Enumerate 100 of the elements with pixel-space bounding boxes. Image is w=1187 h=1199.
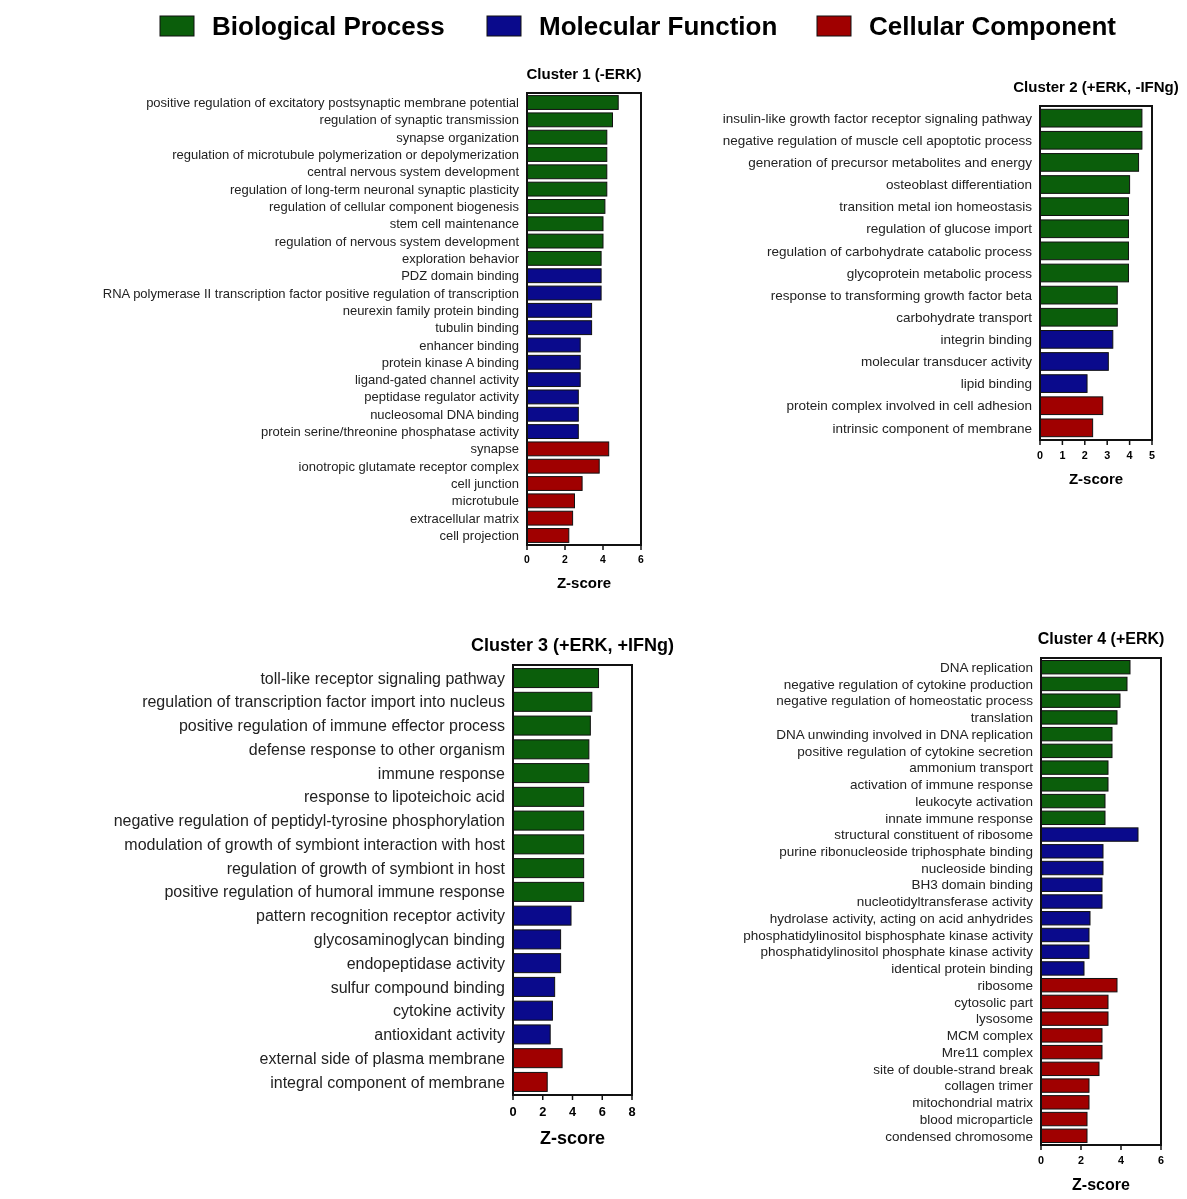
y-tick-label: synapse (470, 441, 519, 457)
x-tick-label: 0 (524, 554, 531, 566)
legend-label: Biological Process (212, 11, 445, 42)
y-tick-label: molecular transducer activity (860, 354, 1033, 370)
x-tick-label: 2 (1077, 1153, 1085, 1166)
y-tick-label: insulin-like growth factor receptor signaling pathway (722, 110, 1033, 126)
y-tick-label: negative regulation of muscle cell apoptotic process (722, 133, 1033, 149)
y-tick-label: endopeptidase activity (346, 954, 505, 972)
chart-title: Cluster 3 (+ERK, +IFNg) (470, 635, 675, 655)
y-tick-label: regulation of microtubule polymerization or depolymerization (172, 147, 519, 163)
y-tick-label: lipid binding (960, 376, 1032, 392)
y-tick-label: regulation of cellular component biogenesis (268, 198, 520, 214)
y-tick-label: negative regulation of homeostatic process (776, 693, 1034, 709)
y-tick-label: phosphatidylinositol bisphosphate kinase activity (743, 927, 1034, 943)
x-tick-label: 4 (600, 554, 607, 566)
chart-title: Cluster 2 (+ERK, -IFNg) (1013, 78, 1179, 95)
y-tick-label: negative regulation of cytokine production (783, 676, 1033, 692)
y-tick-label: leukocyte activation (915, 793, 1033, 809)
y-tick-label: regulation of nervous system development (274, 233, 520, 249)
y-tick-label: condensed chromosome (885, 1128, 1033, 1144)
y-tick-label: activation of immune response (849, 777, 1033, 793)
y-tick-label: positive regulation of cytokine secretion (797, 743, 1033, 759)
y-tick-label: site of double-strand break (873, 1061, 1034, 1077)
y-tick-label: regulation of carbohydrate catabolic process (767, 243, 1033, 259)
chart-title: Cluster 1 (-ERK) (526, 65, 642, 82)
y-tick-label: purine ribonucleoside triphosphate binding (779, 844, 1033, 860)
x-tick-label: 4 (1126, 448, 1133, 461)
y-tick-label: hydrolase activity, acting on acid anhydrides (769, 910, 1034, 926)
y-tick-label: protein serine/threonine phosphatase activity (261, 424, 520, 440)
y-tick-label: translation (970, 710, 1033, 726)
y-tick-label: neurexin family protein binding (342, 302, 519, 318)
y-tick-label: Mre11 complex (941, 1044, 1034, 1060)
x-tick-label: 0 (509, 1103, 517, 1119)
y-tick-label: microtubule (451, 493, 519, 509)
y-tick-label: BH3 domain binding (911, 877, 1033, 893)
y-tick-label: defense response to other organism (248, 740, 505, 758)
y-tick-label: toll-like receptor signaling pathway (260, 669, 505, 687)
y-tick-label: peptidase regulator activity (364, 389, 520, 405)
y-tick-label: PDZ domain binding (401, 268, 519, 284)
x-tick-label: 4 (1117, 1153, 1125, 1166)
y-tick-label: exploration behavior (401, 250, 520, 266)
y-tick-label: intrinsic component of membrane (832, 420, 1032, 436)
y-tick-label: structural constituent of ribosome (834, 827, 1033, 843)
y-tick-label: nucleoside binding (921, 860, 1033, 876)
y-tick-label: regulation of growth of symbiont in host (226, 859, 506, 877)
y-tick-label: central nervous system development (307, 164, 520, 180)
x-tick-label: 0 (1036, 448, 1044, 461)
y-tick-label: response to lipoteichoic acid (303, 788, 505, 806)
x-tick-label: 3 (1104, 448, 1111, 461)
y-tick-label: pattern recognition receptor activity (255, 907, 505, 925)
y-tick-label: positive regulation of humoral immune response (164, 883, 506, 901)
y-tick-label: stem cell maintenance (389, 216, 519, 232)
y-tick-label: identical protein binding (891, 961, 1033, 977)
y-tick-label: synapse organization (396, 129, 519, 145)
y-tick-label: collagen trimer (944, 1078, 1034, 1094)
x-tick-label: 1 (1059, 448, 1066, 461)
y-tick-label: cell projection (439, 528, 519, 544)
y-tick-label: mitochondrial matrix (912, 1095, 1034, 1111)
x-tick-label: 6 (1157, 1153, 1165, 1166)
y-tick-label: glycosaminoglycan binding (313, 930, 505, 948)
y-tick-label: nucleosomal DNA binding (370, 406, 519, 422)
y-tick-label: tubulin binding (435, 320, 519, 336)
y-tick-label: protein complex involved in cell adhesion (786, 398, 1032, 414)
y-tick-label: modulation of growth of symbiont interaction with host (124, 835, 506, 853)
legend-label: Molecular Function (539, 11, 778, 42)
y-tick-label: protein kinase A binding (381, 354, 519, 370)
y-tick-label: extracellular matrix (409, 510, 520, 526)
y-tick-label: regulation of synaptic transmission (319, 112, 519, 128)
y-tick-label: positive regulation of excitatory postsynaptic membrane potential (146, 95, 520, 111)
y-tick-label: nucleotidyltransferase activity (856, 894, 1034, 910)
y-tick-label: response to transforming growth factor beta (770, 287, 1033, 303)
x-tick-label: 2 (539, 1103, 547, 1119)
y-tick-label: blood microparticle (919, 1111, 1033, 1127)
x-tick-label: 2 (562, 554, 569, 566)
y-tick-label: phosphatidylinositol phosphate kinase activity (760, 944, 1034, 960)
y-tick-label: antioxidant activity (374, 1026, 505, 1044)
y-tick-label: carbohydrate transport (896, 309, 1033, 325)
x-tick-label: 4 (568, 1103, 577, 1119)
y-tick-label: enhancer binding (419, 337, 519, 353)
y-tick-label: generation of precursor metabolites and energy (748, 155, 1033, 171)
x-tick-label: 5 (1148, 448, 1156, 461)
x-tick-label: 0 (1037, 1153, 1045, 1166)
y-tick-label: cell junction (451, 476, 519, 492)
x-axis-title: Z-score (556, 574, 612, 592)
y-tick-label: osteoblast differentiation (885, 177, 1032, 193)
y-tick-label: cytokine activity (392, 1002, 505, 1020)
y-tick-label: immune response (377, 764, 506, 782)
x-axis-title: Z-score (1072, 1175, 1130, 1193)
y-tick-label: cytosolic part (954, 994, 1034, 1010)
y-tick-label: regulation of long-term neuronal synaptic plasticity (229, 181, 520, 197)
x-tick-label: 6 (598, 1103, 606, 1119)
x-axis-title: Z-score (1068, 469, 1124, 487)
y-tick-label: DNA replication (939, 659, 1033, 675)
y-tick-label: positive regulation of immune effector process (178, 717, 505, 735)
y-tick-label: ligand-gated channel activity (354, 372, 520, 388)
y-tick-label: regulation of transcription factor import into nucleus (142, 693, 505, 711)
y-tick-label: ammonium transport (909, 760, 1034, 776)
y-tick-label: negative regulation of peptidyl-tyrosine phosphorylation (113, 812, 505, 830)
x-tick-label: 8 (628, 1103, 636, 1119)
x-axis-title: Z-score (539, 1127, 606, 1148)
